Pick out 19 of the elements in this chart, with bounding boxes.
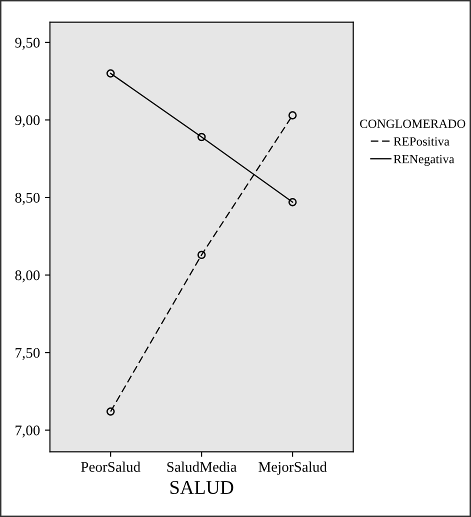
legend-label: REPositiva bbox=[394, 137, 450, 146]
legend-title: CONGLOMERADO bbox=[360, 120, 466, 128]
point bbox=[197, 250, 206, 260]
legend-label: RENegativa bbox=[394, 154, 454, 166]
y-tick-label: 8,00 bbox=[15, 270, 40, 282]
y-tick-label: 8,50 bbox=[15, 192, 40, 205]
x-tick-label: MejorSalud bbox=[258, 462, 327, 475]
x-tick-label: PeorSalud bbox=[81, 462, 140, 472]
point bbox=[197, 132, 206, 142]
y-tick-label: 9,00 bbox=[15, 115, 40, 128]
point bbox=[106, 407, 115, 416]
point bbox=[106, 69, 115, 78]
y-tick-label: 7,50 bbox=[16, 348, 40, 360]
x-tick-label: SaludMedia bbox=[167, 462, 237, 472]
y-tick-label: 7,00 bbox=[16, 426, 40, 438]
point bbox=[288, 198, 297, 206]
point bbox=[288, 111, 297, 120]
y-tick-label: 9,50 bbox=[15, 38, 40, 50]
x-axis-title: SALUD bbox=[170, 480, 234, 494]
